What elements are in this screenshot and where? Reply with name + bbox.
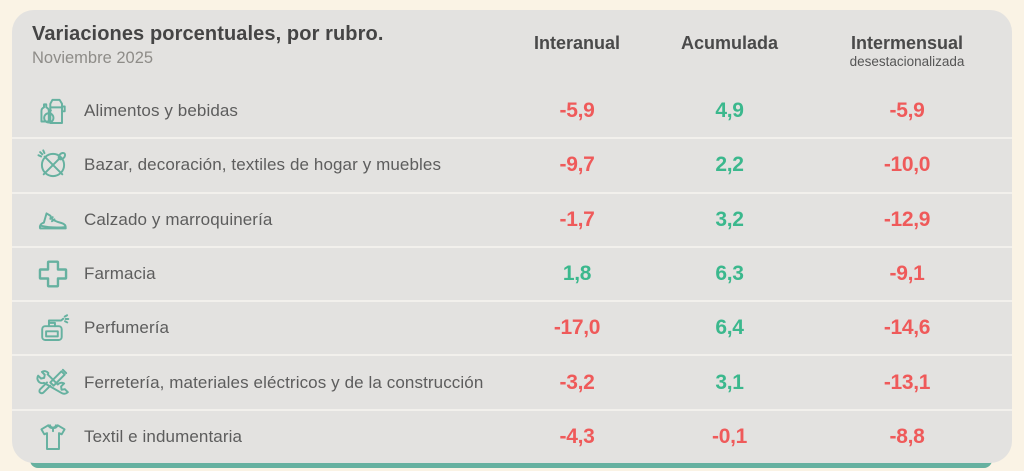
column-header-label: Intermensual	[850, 33, 964, 53]
table-row: Farmacia 1,8 6,3 -9,1	[12, 245, 1012, 300]
perfume-icon	[32, 309, 74, 347]
row-label: Calzado y marroquinería	[84, 209, 273, 229]
plate-cutlery-icon	[32, 146, 74, 184]
row-label: Ferretería, materiales eléctricos y de l…	[84, 372, 484, 392]
value-interanual: -3,2	[559, 370, 595, 394]
value-intermensual: -5,9	[889, 99, 925, 123]
groceries-icon	[32, 92, 74, 130]
column-header-interanual: Interanual	[507, 23, 647, 54]
column-header-label: Interanual	[533, 33, 621, 53]
value-interanual: -1,7	[559, 207, 595, 231]
row-label-group: Perfumería	[32, 309, 507, 347]
table-row: Textil e indumentaria -4,3 -0,1 -8,8	[12, 408, 1012, 463]
row-label: Perfumería	[84, 318, 170, 338]
table-row: Perfumería -17,0 6,4 -14,6	[12, 300, 1012, 354]
table-row: Bazar, decoración, textiles de hogar y m…	[12, 137, 1012, 191]
value-intermensual: -12,9	[883, 207, 931, 231]
table-row: Alimentos y bebidas -5,9 4,9 -5,9	[12, 85, 1012, 137]
column-header-label: Acumulada	[680, 33, 779, 53]
table-row: Calzado y marroquinería -1,7 3,2 -12,9	[12, 191, 1012, 246]
page-title: Variaciones porcentuales, por rubro.	[32, 23, 384, 45]
pharmacy-cross-icon	[32, 255, 74, 293]
value-acumulada: 6,3	[715, 261, 744, 285]
column-header-sublabel: desestacionalizada	[849, 53, 965, 69]
row-label: Alimentos y bebidas	[84, 101, 239, 121]
value-interanual: -4,3	[559, 424, 595, 448]
variations-table-card: Variaciones porcentuales, por rubro. Nov…	[12, 10, 1012, 463]
value-interanual: 1,8	[562, 261, 592, 285]
page-subtitle: Noviembre 2025	[32, 49, 154, 67]
row-label-group: Alimentos y bebidas	[32, 92, 507, 130]
table-row: Ferretería, materiales eléctricos y de l…	[12, 354, 1012, 408]
row-label-group: Farmacia	[32, 255, 507, 293]
value-acumulada: -0,1	[712, 424, 747, 448]
row-label-group: Bazar, decoración, textiles de hogar y m…	[32, 146, 507, 184]
value-interanual: -5,9	[559, 99, 595, 123]
value-interanual: -17,0	[553, 316, 601, 340]
value-interanual: -9,7	[559, 153, 595, 177]
column-header-acumulada: Acumulada	[647, 23, 812, 54]
title-block: Variaciones porcentuales, por rubro. Nov…	[32, 23, 507, 68]
shoe-icon	[32, 201, 74, 239]
row-label-group: Ferretería, materiales eléctricos y de l…	[32, 364, 507, 402]
value-intermensual: -13,1	[883, 370, 931, 394]
value-acumulada: 3,2	[715, 207, 744, 231]
row-label-group: Calzado y marroquinería	[32, 201, 507, 239]
column-header-intermensual: Intermensual desestacionalizada	[812, 23, 1002, 69]
tools-icon	[32, 364, 74, 402]
row-label-group: Textil e indumentaria	[32, 418, 507, 456]
value-intermensual: -14,6	[883, 316, 931, 340]
row-label: Bazar, decoración, textiles de hogar y m…	[84, 155, 442, 175]
value-acumulada: 2,2	[715, 153, 744, 177]
table-body: Alimentos y bebidas -5,9 4,9 -5,9 Bazar,…	[12, 81, 1012, 463]
value-intermensual: -8,8	[889, 424, 925, 448]
value-acumulada: 3,1	[715, 370, 744, 394]
row-label: Farmacia	[84, 263, 156, 283]
row-label: Textil e indumentaria	[84, 426, 243, 446]
table-header: Variaciones porcentuales, por rubro. Nov…	[12, 10, 1012, 81]
value-acumulada: 4,9	[715, 99, 744, 123]
value-acumulada: 6,4	[715, 316, 744, 340]
tshirt-icon	[32, 418, 74, 456]
value-intermensual: -10,0	[883, 153, 931, 177]
value-intermensual: -9,1	[889, 261, 925, 285]
